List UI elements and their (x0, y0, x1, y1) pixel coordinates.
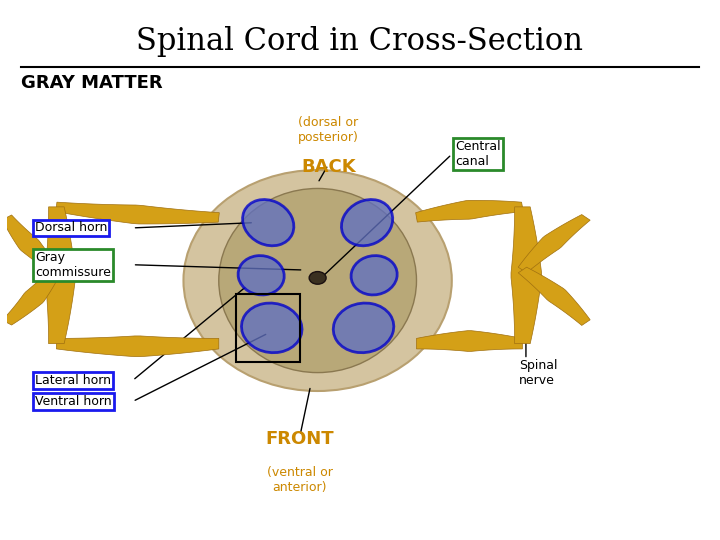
Text: Ventral horn: Ventral horn (35, 395, 112, 408)
Circle shape (309, 272, 326, 284)
Polygon shape (56, 336, 219, 356)
Polygon shape (511, 207, 541, 343)
Text: Lateral horn: Lateral horn (35, 374, 111, 387)
Text: Gray
commissure: Gray commissure (35, 251, 111, 279)
Ellipse shape (241, 303, 302, 353)
Text: Spinal
nerve: Spinal nerve (519, 359, 557, 387)
Text: (dorsal or
posterior): (dorsal or posterior) (298, 116, 359, 144)
Text: Spinal Cord in Cross-Section: Spinal Cord in Cross-Section (137, 25, 583, 57)
Ellipse shape (333, 303, 394, 353)
Polygon shape (415, 200, 523, 222)
Ellipse shape (243, 199, 294, 246)
Polygon shape (518, 267, 590, 326)
Ellipse shape (238, 255, 284, 295)
Text: FRONT: FRONT (266, 430, 334, 448)
Text: (ventral or
anterior): (ventral or anterior) (267, 465, 333, 494)
Polygon shape (2, 268, 61, 325)
Ellipse shape (184, 170, 451, 391)
Ellipse shape (341, 199, 392, 246)
Polygon shape (416, 330, 523, 352)
Polygon shape (2, 215, 61, 272)
Polygon shape (518, 214, 590, 273)
Text: Dorsal horn: Dorsal horn (35, 221, 107, 234)
Text: Central
canal: Central canal (455, 140, 501, 168)
Text: GRAY MATTER: GRAY MATTER (21, 74, 163, 92)
Text: BACK: BACK (301, 158, 356, 177)
Polygon shape (56, 202, 220, 224)
Polygon shape (45, 207, 76, 343)
Ellipse shape (351, 255, 397, 295)
Ellipse shape (219, 188, 416, 373)
